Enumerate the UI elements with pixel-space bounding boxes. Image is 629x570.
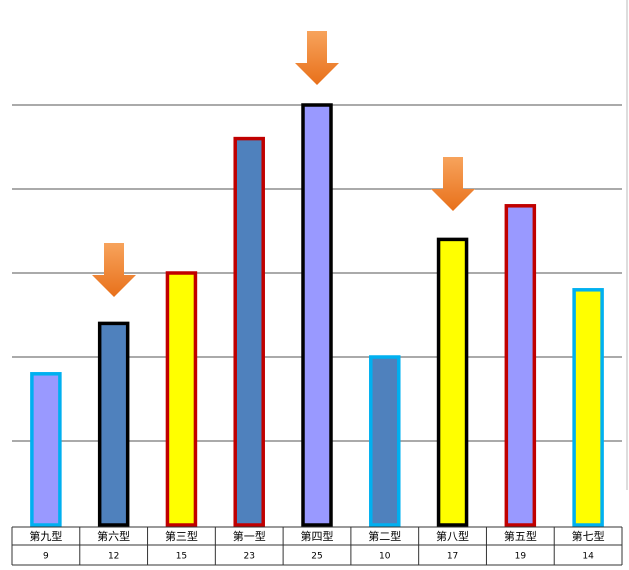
category-label: 第四型	[301, 529, 334, 543]
value-label: 19	[515, 552, 527, 562]
arrow	[431, 157, 475, 211]
bar	[97, 321, 130, 527]
arrow	[295, 31, 339, 85]
category-label: 第六型	[97, 529, 130, 543]
value-label: 23	[243, 552, 254, 562]
bar	[369, 355, 401, 527]
bar	[165, 271, 198, 527]
value-label: 9	[43, 552, 49, 562]
category-label: 第五型	[504, 529, 537, 543]
category-label: 第九型	[29, 529, 62, 543]
data-table: 第九型 9 第六型 12 第三型 15 第一型 23 第四型 25 第二型 10 第八型 17 第五型 19 第…	[11, 526, 623, 566]
value-label: 12	[108, 552, 119, 562]
bar	[301, 103, 333, 527]
value-label: 17	[447, 552, 458, 562]
category-label: 第八型	[436, 529, 469, 543]
category-label: 第三型	[165, 529, 198, 543]
category-label: 第一型	[233, 529, 266, 543]
bar	[572, 288, 604, 527]
bars	[30, 103, 604, 527]
value-label: 10	[379, 552, 391, 562]
bar	[504, 204, 537, 527]
bar	[30, 372, 62, 527]
bar	[436, 237, 469, 527]
category-label: 第七型	[572, 529, 605, 543]
category-label: 第二型	[368, 529, 401, 543]
value-label: 25	[311, 552, 322, 562]
arrow	[92, 243, 136, 297]
bar	[233, 136, 265, 527]
value-label: 15	[176, 552, 187, 562]
value-label: 14	[582, 552, 594, 562]
